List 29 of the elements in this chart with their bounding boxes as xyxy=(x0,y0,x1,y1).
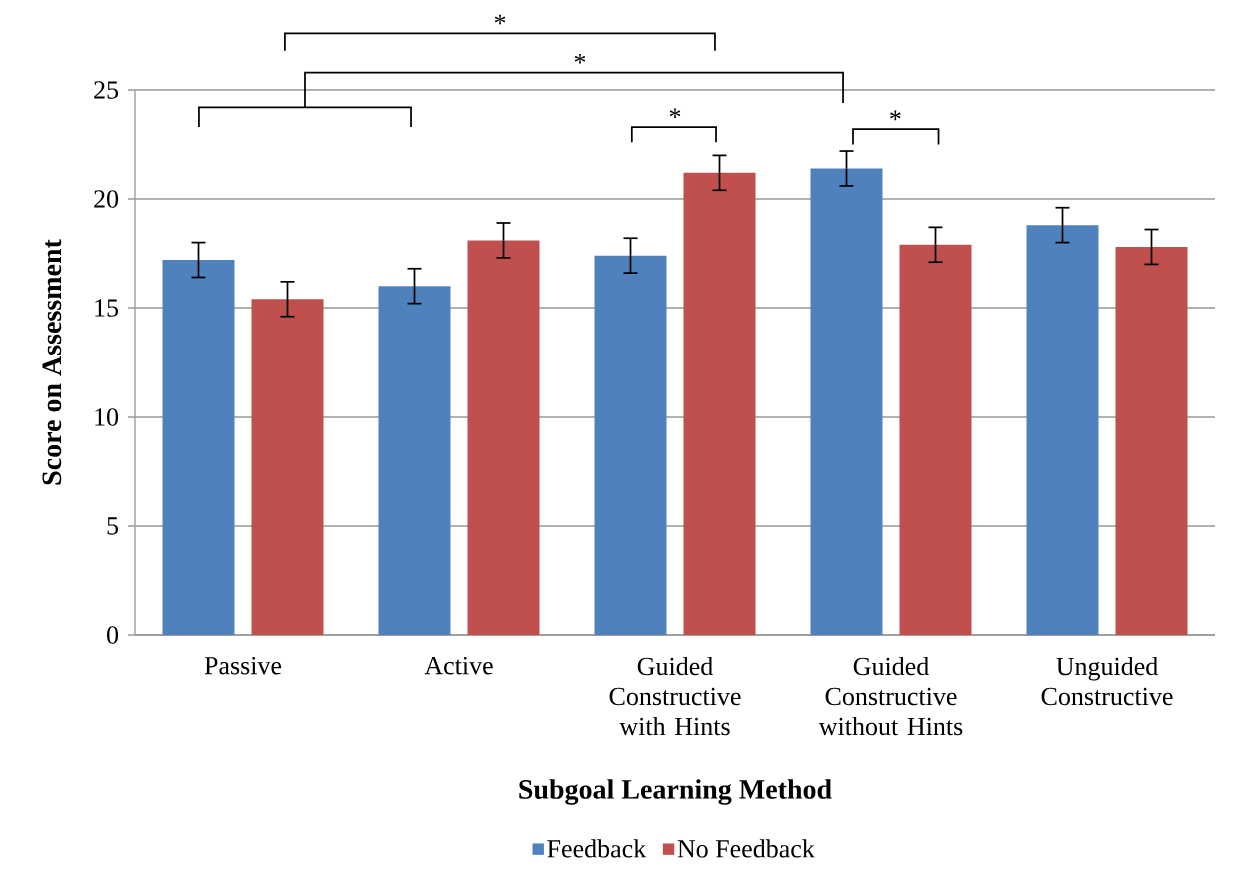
y-tick-label: 0 xyxy=(107,626,119,644)
bar xyxy=(683,172,756,635)
bar xyxy=(1026,225,1099,635)
bar xyxy=(594,255,667,635)
y-axis-title: Score on Assessment xyxy=(42,239,62,485)
x-tick-label: Guided Constructive without Hints xyxy=(818,656,963,736)
y-tick-label: 10 xyxy=(95,408,119,426)
annotation: * xyxy=(890,110,901,121)
x-tick-label: Unguided Constructive xyxy=(1041,656,1173,706)
legend-label: Feedback xyxy=(547,839,647,858)
x-tick-label: Active xyxy=(424,656,493,675)
text: * xyxy=(494,14,506,25)
bar xyxy=(467,240,540,635)
bar xyxy=(378,286,451,635)
y-tick-label: 25 xyxy=(94,81,119,99)
annotation: * xyxy=(669,108,681,118)
bar xyxy=(162,260,235,635)
legend-label: No Feedback xyxy=(677,839,815,858)
y-tick-label: 5 xyxy=(107,517,119,535)
x-tick-label: Guided Constructive with Hints xyxy=(609,656,741,736)
bar xyxy=(251,299,324,635)
bar xyxy=(1115,246,1188,635)
y-tick-label: 20 xyxy=(94,190,119,208)
bar xyxy=(899,244,972,635)
x-tick-label: Passive xyxy=(204,656,282,675)
text: * xyxy=(574,53,586,64)
bar xyxy=(810,168,883,635)
x-axis-title: Subgoal Learning Method xyxy=(519,779,832,805)
y-tick-label: 15 xyxy=(95,299,119,317)
